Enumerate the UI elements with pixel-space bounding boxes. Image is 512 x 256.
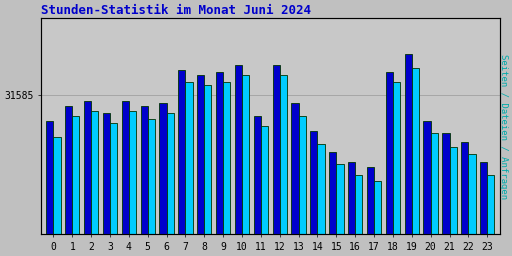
- Bar: [53, 136, 60, 256]
- Bar: [442, 133, 450, 256]
- Bar: [329, 152, 336, 256]
- Bar: [468, 154, 476, 256]
- Bar: [355, 175, 362, 256]
- Bar: [197, 75, 204, 256]
- Bar: [386, 72, 393, 256]
- Bar: [317, 144, 325, 256]
- Bar: [487, 175, 495, 256]
- Bar: [336, 164, 344, 256]
- Bar: [393, 82, 400, 256]
- Bar: [103, 113, 110, 256]
- Bar: [178, 70, 185, 256]
- Bar: [185, 82, 193, 256]
- Bar: [122, 101, 129, 256]
- Bar: [159, 103, 166, 256]
- Bar: [46, 121, 53, 256]
- Bar: [141, 106, 148, 256]
- Bar: [280, 75, 287, 256]
- Bar: [374, 181, 381, 256]
- Bar: [204, 85, 211, 256]
- Y-axis label: Seiten / Dateien / Anfragen: Seiten / Dateien / Anfragen: [499, 54, 508, 199]
- Bar: [412, 68, 419, 256]
- Bar: [235, 65, 242, 256]
- Bar: [166, 113, 174, 256]
- Bar: [84, 101, 91, 256]
- Bar: [91, 111, 98, 256]
- Text: Stunden-Statistik im Monat Juni 2024: Stunden-Statistik im Monat Juni 2024: [41, 4, 311, 17]
- Bar: [404, 54, 412, 256]
- Bar: [423, 121, 431, 256]
- Bar: [72, 116, 79, 256]
- Bar: [242, 75, 249, 256]
- Bar: [450, 147, 457, 256]
- Bar: [254, 116, 261, 256]
- Bar: [216, 72, 223, 256]
- Bar: [110, 123, 117, 256]
- Bar: [129, 111, 136, 256]
- Bar: [148, 119, 155, 256]
- Bar: [223, 82, 230, 256]
- Bar: [291, 103, 298, 256]
- Bar: [298, 116, 306, 256]
- Bar: [348, 162, 355, 256]
- Bar: [367, 167, 374, 256]
- Bar: [261, 126, 268, 256]
- Bar: [480, 162, 487, 256]
- Bar: [431, 133, 438, 256]
- Bar: [310, 131, 317, 256]
- Bar: [65, 106, 72, 256]
- Bar: [272, 65, 280, 256]
- Bar: [461, 142, 468, 256]
